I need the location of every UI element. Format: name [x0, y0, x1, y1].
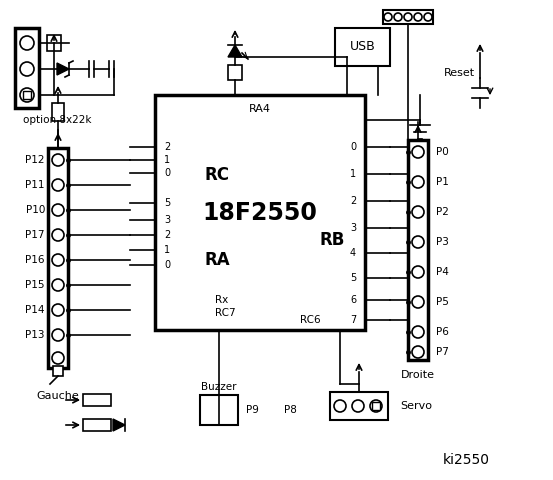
Bar: [47, 35, 61, 51]
Bar: [335, 28, 390, 66]
Text: P1: P1: [436, 177, 449, 187]
Circle shape: [334, 400, 346, 412]
Text: Rx: Rx: [215, 295, 228, 305]
Text: P8: P8: [284, 405, 296, 415]
Text: ki2550: ki2550: [443, 453, 490, 467]
Text: 3: 3: [350, 223, 356, 233]
Text: 5: 5: [164, 198, 170, 208]
Text: P6: P6: [436, 327, 449, 337]
Text: P12: P12: [25, 155, 45, 165]
Bar: [83, 419, 111, 431]
Text: Buzzer: Buzzer: [201, 382, 237, 392]
Text: 1: 1: [164, 155, 170, 165]
Circle shape: [412, 176, 424, 188]
Circle shape: [52, 204, 64, 216]
Text: 6: 6: [350, 295, 356, 305]
Circle shape: [412, 236, 424, 248]
Circle shape: [424, 13, 432, 21]
Text: option 8x22k: option 8x22k: [23, 115, 91, 125]
Bar: [53, 366, 63, 376]
Text: 18F2550: 18F2550: [202, 201, 317, 225]
Text: 0: 0: [164, 260, 170, 270]
Polygon shape: [113, 419, 125, 431]
Circle shape: [52, 304, 64, 316]
Bar: [15, 28, 39, 108]
Circle shape: [52, 279, 64, 291]
Circle shape: [412, 266, 424, 278]
Text: Servo: Servo: [400, 401, 432, 411]
Bar: [83, 394, 111, 406]
Text: P7: P7: [436, 347, 449, 357]
Circle shape: [20, 36, 34, 50]
Text: P17: P17: [25, 230, 45, 240]
Text: 1: 1: [350, 169, 356, 179]
Text: 5: 5: [350, 273, 356, 283]
Circle shape: [370, 400, 382, 412]
Text: RC7: RC7: [215, 308, 236, 318]
Text: P5: P5: [436, 297, 449, 307]
Text: Droite: Droite: [401, 370, 435, 380]
Bar: [383, 10, 433, 24]
Text: 3: 3: [164, 215, 170, 225]
Circle shape: [412, 296, 424, 308]
Text: P13: P13: [25, 330, 45, 340]
Text: RC6: RC6: [300, 315, 320, 325]
Text: P9: P9: [246, 405, 258, 415]
Text: 7: 7: [350, 315, 356, 325]
Text: USB: USB: [349, 40, 375, 53]
Text: Gauche: Gauche: [36, 391, 80, 401]
Bar: [48, 148, 68, 368]
Circle shape: [20, 62, 34, 76]
Text: P16: P16: [25, 255, 45, 265]
Circle shape: [52, 229, 64, 241]
Circle shape: [404, 13, 412, 21]
Text: P11: P11: [25, 180, 45, 190]
Text: Reset: Reset: [444, 68, 475, 78]
Bar: [155, 95, 365, 330]
Circle shape: [52, 254, 64, 266]
Bar: [200, 395, 238, 425]
Circle shape: [412, 326, 424, 338]
Circle shape: [20, 88, 34, 102]
Text: 2: 2: [164, 230, 170, 240]
Text: 2: 2: [164, 142, 170, 152]
Bar: [52, 103, 64, 121]
Text: P4: P4: [436, 267, 449, 277]
Circle shape: [414, 13, 422, 21]
Circle shape: [52, 352, 64, 364]
Text: 2: 2: [350, 196, 356, 206]
Circle shape: [384, 13, 392, 21]
Text: 0: 0: [164, 168, 170, 178]
Text: P0: P0: [436, 147, 448, 157]
Circle shape: [52, 154, 64, 166]
Circle shape: [352, 400, 364, 412]
Text: P10: P10: [25, 205, 45, 215]
Text: 0: 0: [350, 142, 356, 152]
Text: RC: RC: [205, 166, 230, 184]
Text: P14: P14: [25, 305, 45, 315]
Text: P3: P3: [436, 237, 449, 247]
Circle shape: [52, 179, 64, 191]
Circle shape: [394, 13, 402, 21]
Text: 4: 4: [350, 248, 356, 258]
Circle shape: [412, 346, 424, 358]
Text: P2: P2: [436, 207, 449, 217]
Text: RA4: RA4: [249, 104, 271, 114]
Circle shape: [412, 206, 424, 218]
Text: RB: RB: [320, 231, 345, 249]
Circle shape: [52, 329, 64, 341]
Circle shape: [412, 146, 424, 158]
Bar: [330, 392, 388, 420]
Polygon shape: [228, 45, 242, 57]
Bar: [408, 140, 428, 360]
Text: 1: 1: [164, 245, 170, 255]
Polygon shape: [57, 63, 69, 75]
Text: P15: P15: [25, 280, 45, 290]
Bar: [23, 91, 31, 99]
Bar: [228, 65, 242, 80]
Text: RA: RA: [205, 251, 231, 269]
Bar: [372, 402, 380, 410]
